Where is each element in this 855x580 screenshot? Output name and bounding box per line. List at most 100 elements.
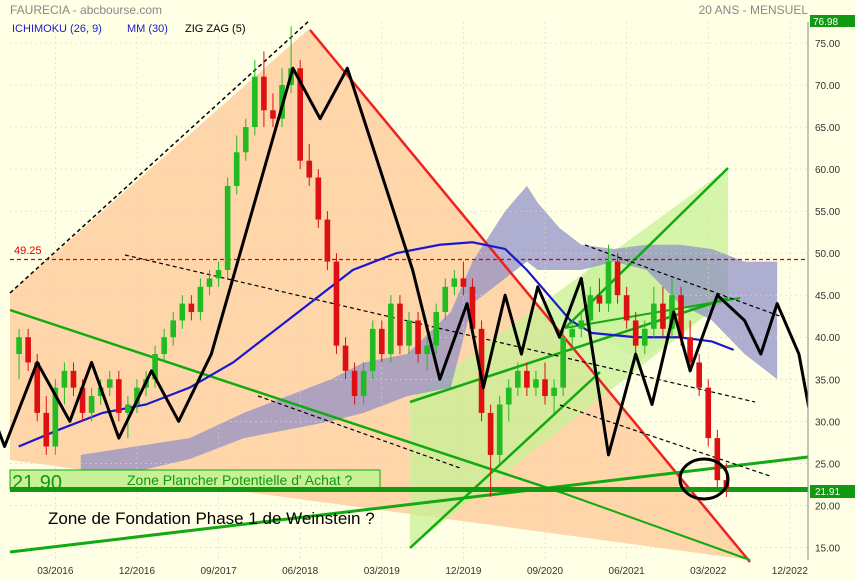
candle-body — [632, 320, 639, 346]
x-tick-label: 06/2021 — [609, 566, 646, 577]
candle-body — [25, 337, 31, 363]
candle-body — [505, 387, 512, 405]
candle-body — [424, 345, 430, 355]
channel-base — [409, 371, 601, 549]
candle-body — [34, 362, 41, 413]
candle-body — [705, 387, 712, 439]
foundation-text: Zone de Fondation Phase 1 de Weinstein ? — [48, 509, 375, 528]
candle-body — [306, 160, 313, 178]
y-tick-label: 65.00 — [815, 123, 840, 134]
candle-body — [433, 312, 440, 346]
candle-body — [297, 68, 303, 161]
legend-ma: MM (30) — [127, 23, 168, 35]
y-tick-label: 50.00 — [815, 249, 840, 260]
legend-zigzag: ZIG ZAG (5) — [185, 23, 246, 35]
candle-body — [215, 269, 222, 279]
price-axis-panel — [808, 0, 855, 580]
candle-body — [551, 387, 557, 397]
y-tick-label: 25.00 — [815, 459, 840, 470]
x-tick-label: 12/2019 — [445, 566, 482, 577]
candle-body — [351, 370, 358, 397]
candle-body — [224, 185, 231, 270]
y-tick-label: 45.00 — [815, 291, 840, 302]
candle-body — [197, 286, 204, 313]
zone-text: Zone Plancher Potentielle d' Achat ? — [127, 472, 352, 488]
candle-body — [569, 328, 576, 338]
candle-body — [116, 379, 122, 413]
candle-body — [451, 278, 458, 287]
legend-ichimoku: ICHIMOKU (26, 9) — [12, 23, 102, 35]
candle-body — [242, 127, 249, 153]
y-axis: 15.00 20.00 25.00 30.00 35.00 40.00 45.00 50.00… — [815, 39, 840, 554]
x-tick-label: 09/2020 — [527, 566, 564, 577]
candle-body — [79, 387, 86, 413]
dashed-trend-1 — [124, 254, 756, 403]
candle-body — [179, 303, 186, 321]
candle-body — [678, 295, 684, 338]
candle-body — [252, 76, 258, 128]
candle-body — [161, 337, 167, 355]
candle-body — [388, 303, 394, 355]
long-support-a — [9, 308, 561, 494]
x-tick-label: 09/2017 — [200, 566, 237, 577]
candle-body — [669, 295, 675, 329]
candle-body — [687, 337, 693, 363]
candle-body — [342, 345, 349, 371]
candle-body — [660, 303, 666, 329]
y-tick-label: 30.00 — [815, 417, 840, 428]
x-tick-label: 06/2018 — [282, 566, 319, 577]
y-tick-label: 20.00 — [815, 501, 840, 512]
dashed-trend-3 — [584, 244, 786, 319]
chart-period: 20 ANS - MENSUEL — [699, 3, 809, 17]
candle-body — [397, 303, 403, 346]
y-tick-label: 35.00 — [815, 375, 840, 386]
candle-body — [614, 261, 621, 296]
candle-body — [651, 303, 657, 329]
candle-body — [696, 362, 702, 388]
candle-body — [542, 379, 548, 397]
candle-body — [152, 354, 158, 380]
candle-body — [106, 379, 113, 388]
triangle-base — [559, 491, 751, 561]
y-tick-label: 60.00 — [815, 165, 840, 176]
candle-body — [315, 177, 322, 220]
last-price-tag-bg — [810, 485, 855, 498]
candle-body — [487, 412, 494, 455]
top-price-tag-bg — [810, 15, 855, 27]
candle-body — [61, 370, 68, 388]
moving-average — [18, 241, 735, 448]
candle-body — [442, 286, 449, 313]
y-tick-label: 15.00 — [815, 543, 840, 554]
y-tick-label: 70.00 — [815, 81, 840, 92]
candle-body — [125, 404, 131, 413]
candle-body — [524, 370, 530, 388]
y-tick-label: 55.00 — [815, 207, 840, 218]
chart-title: FAURECIA - abcbourse.com — [10, 3, 162, 17]
zone-base-bar — [10, 487, 808, 492]
candle-body — [515, 370, 521, 388]
y-tick-label: 40.00 — [815, 333, 840, 344]
candle-body — [70, 370, 77, 388]
ichimoku-cloud — [80, 185, 778, 481]
x-axis: 03/2016 12/2016 09/2017 06/2018 03/2019 12/20… — [37, 566, 808, 577]
candle-body — [623, 295, 630, 321]
candle-body — [596, 295, 603, 304]
candle-body — [469, 286, 476, 329]
top-price-label: 76.98 — [813, 17, 838, 28]
level-label: 49.25 — [14, 245, 42, 257]
candle-body — [578, 320, 585, 329]
candle-body — [587, 295, 594, 321]
dashed-trend-4 — [559, 404, 771, 477]
candle-body — [134, 387, 140, 405]
candle-body — [188, 303, 195, 313]
candle-body — [206, 278, 213, 287]
last-price-label: 21.91 — [815, 487, 840, 498]
candle-body — [170, 320, 177, 338]
candle-body — [605, 261, 612, 304]
x-tick-label: 03/2022 — [690, 566, 727, 577]
candle-body — [52, 387, 59, 447]
y-tick-label: 75.00 — [815, 39, 840, 50]
zone-value-label: 21.90 — [12, 472, 62, 494]
candle-body — [533, 379, 539, 388]
